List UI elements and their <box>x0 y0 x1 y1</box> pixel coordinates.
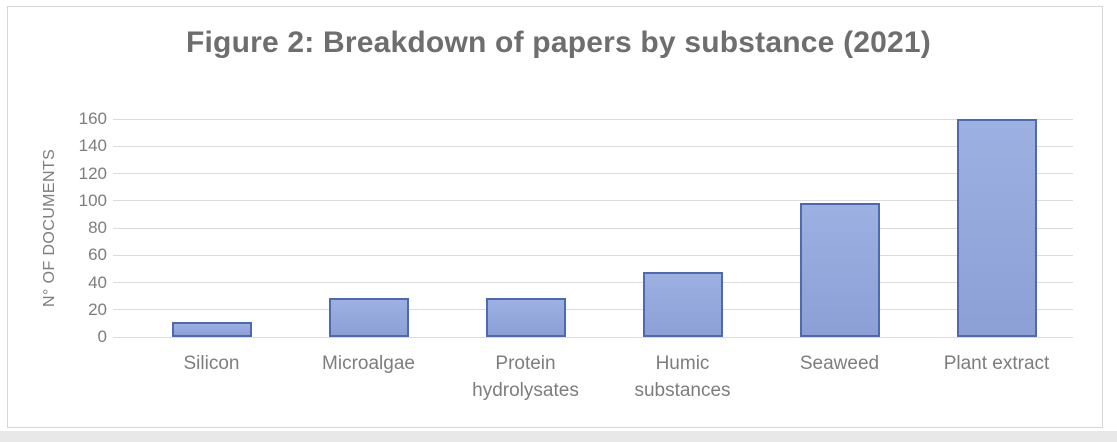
y-tick-label: 20 <box>88 299 107 319</box>
bar-seaweed <box>799 203 880 337</box>
gridline <box>113 254 1073 256</box>
y-axis-tick-labels: 0 20 40 60 80 100 120 140 160 <box>0 109 107 346</box>
x-axis-label: Seaweed <box>799 353 880 374</box>
y-tick-label: 40 <box>88 272 107 292</box>
y-tick-label: 120 <box>78 163 107 183</box>
x-axis-label: Microalgae <box>322 353 415 374</box>
x-axis-label: Silicon <box>183 353 240 374</box>
bar-plant-extract <box>956 119 1037 337</box>
x-axis-labels: Silicon Microalgae Protein hydrolysates Hum… <box>133 350 1075 404</box>
y-tick-label: 80 <box>88 218 107 237</box>
gridline <box>113 200 1073 202</box>
bar-group <box>761 119 918 337</box>
gridline <box>113 282 1073 283</box>
y-tick-label: 140 <box>78 136 107 156</box>
figure-frame <box>7 6 1103 428</box>
x-axis-label: Plant extract <box>943 353 1050 374</box>
bar-group <box>133 119 290 337</box>
x-axis-label: Protein hydrolysates <box>472 353 579 401</box>
gridline <box>113 336 1073 338</box>
y-tick-label: 0 <box>97 327 107 346</box>
bar-group <box>290 119 447 337</box>
y-tick-label: 60 <box>88 245 107 265</box>
bar-microalgae <box>328 297 409 337</box>
bar-protein-hydrolysates <box>485 297 566 337</box>
bar-silicon <box>171 322 252 337</box>
bar-group <box>918 119 1075 337</box>
bar-group <box>604 119 761 337</box>
bottom-strip <box>0 431 1117 442</box>
gridline <box>113 227 1073 229</box>
bar-group <box>447 119 604 337</box>
y-tick-label: 160 <box>78 109 107 128</box>
gridline <box>113 309 1073 311</box>
y-tick-label: 100 <box>78 190 107 210</box>
plot-area <box>113 118 1075 338</box>
gridline <box>113 145 1073 147</box>
bar-series <box>133 119 1075 337</box>
x-axis-label: Humic substances <box>634 353 731 401</box>
bar-humic-substances <box>642 271 723 337</box>
gridline <box>113 173 1073 174</box>
chart-title: Figure 2: Breakdown of papers by substan… <box>185 26 931 59</box>
gridline <box>113 118 1073 120</box>
